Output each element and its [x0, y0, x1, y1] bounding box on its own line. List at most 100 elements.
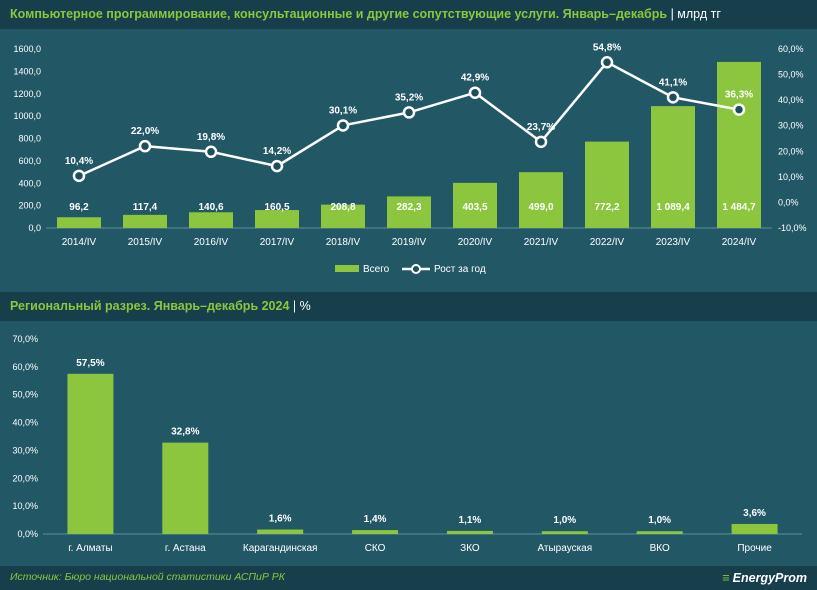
chart2-unit: % — [299, 299, 311, 313]
y-right-tick-label: 0,0% — [778, 197, 799, 207]
y-left-tick-label: 1400,0 — [13, 66, 41, 76]
legend-line-label: Рост за год — [434, 264, 486, 275]
total-bar-label: 1 484,7 — [722, 202, 756, 213]
growth-point-label: 19,8% — [197, 132, 225, 143]
total-bar-label: 160,5 — [264, 202, 289, 213]
x-category-label: 2017/IV — [260, 237, 295, 248]
y-left-tick-label: 1000,0 — [13, 111, 41, 121]
y-left-tick-label: 1600,0 — [13, 44, 41, 54]
chart1-title: Компьютерное программирование, консульта… — [10, 0, 721, 29]
growth-point-label: 30,1% — [329, 105, 357, 116]
footer: Источник: Бюро национальной статистики А… — [0, 566, 817, 590]
y-left-tick-label: 800,0 — [18, 134, 41, 144]
region-bar — [636, 531, 683, 534]
y-right-tick-label: 60,0% — [778, 44, 804, 54]
region-category-label: г. Астана — [165, 543, 206, 554]
growth-point — [600, 56, 614, 69]
total-bar-label: 140,6 — [198, 202, 223, 213]
growth-point — [402, 106, 416, 119]
total-bar — [57, 217, 101, 228]
source-note: Источник: Бюро национальной статистики А… — [10, 571, 285, 583]
region-category-label: ВКО — [650, 543, 670, 554]
growth-point-label: 10,4% — [65, 156, 93, 167]
y-tick-label: 50,0% — [12, 390, 38, 400]
total-bar — [651, 106, 695, 228]
region-category-label: ЗКО — [460, 543, 480, 554]
chart1-svg: 0,0 200,0 400,0 600,0 800,0 1000,0 1200,0 1400,… — [13, 42, 807, 275]
y-tick-label: 60,0% — [12, 362, 38, 372]
y-left-tick-label: 0,0 — [28, 223, 41, 233]
x-category-label: 2022/IV — [590, 237, 625, 248]
legend-bar-swatch — [335, 265, 359, 272]
growth-point-label: 23,7% — [527, 122, 555, 133]
y-right-tick-label: -10,0% — [778, 223, 807, 233]
growth-point-label: 14,2% — [263, 146, 291, 157]
chart1-title-text: Компьютерное программирование, консульта… — [10, 7, 668, 21]
logo: ≡ EnergyProm — [722, 568, 807, 588]
x-category-label: 2019/IV — [392, 237, 427, 248]
chart2-panel — [0, 321, 817, 566]
growth-point-label: 35,2% — [395, 92, 423, 103]
total-bar — [585, 141, 629, 228]
total-bar — [453, 182, 497, 228]
growth-point — [666, 91, 680, 104]
y-tick-label: 40,0% — [12, 418, 38, 428]
legend-bar-label: Всего — [363, 264, 390, 275]
region-bar — [541, 531, 588, 534]
y-tick-label: 20,0% — [12, 473, 38, 483]
logo-icon: ≡ — [722, 571, 730, 585]
total-bar-label: 1 089,4 — [656, 202, 690, 213]
region-bar-label: 1,6% — [269, 514, 292, 525]
chart2-title: Региональный разрез. Январь–декабрь 2024… — [10, 292, 311, 321]
total-bar-label: 403,5 — [462, 202, 487, 213]
total-bar — [717, 61, 761, 229]
growth-point-label: 42,9% — [461, 73, 489, 84]
chart2-svg: 0,0% 10,0% 20,0% 30,0% 40,0% 50,0% 60,0% 70,0% 5… — [12, 334, 802, 554]
x-category-label: 2014/IV — [62, 237, 97, 248]
x-category-label: 2020/IV — [458, 237, 493, 248]
region-bar-label: 1,4% — [364, 514, 387, 525]
growth-point-label: 54,8% — [593, 42, 621, 53]
growth-point — [468, 86, 482, 99]
total-bar — [321, 204, 365, 228]
y-right-tick-label: 30,0% — [778, 121, 804, 131]
y-tick-label: 0,0% — [17, 529, 38, 539]
chart2-title-sep: | — [289, 299, 300, 313]
region-bar-label: 1,1% — [459, 515, 482, 526]
total-bar-label: 282,3 — [396, 202, 421, 213]
y-tick-label: 70,0% — [12, 334, 38, 344]
region-category-label: Прочие — [737, 543, 772, 554]
growth-line — [78, 60, 740, 177]
region-bar-label: 57,5% — [76, 358, 104, 369]
growth-point — [138, 139, 152, 153]
y-left-tick-label: 600,0 — [18, 156, 41, 166]
growth-point — [72, 169, 86, 183]
total-bar-label: 499,0 — [528, 202, 553, 213]
total-bar — [387, 196, 431, 228]
region-bar — [731, 523, 778, 534]
chart1-title-sep: | — [667, 7, 678, 21]
x-category-label: 2015/IV — [128, 237, 163, 248]
total-bar — [189, 212, 233, 228]
region-bar-label: 3,6% — [743, 508, 766, 519]
growth-point-label: 41,1% — [659, 77, 687, 88]
x-category-label: 2021/IV — [524, 237, 559, 248]
region-bar-label: 32,8% — [171, 427, 199, 438]
chart1-unit: млрд тг — [677, 7, 721, 21]
growth-point-label: 22,0% — [131, 126, 159, 137]
x-category-label: 2016/IV — [194, 237, 229, 248]
total-bar-label: 772,2 — [594, 202, 619, 213]
y-left-tick-label: 1200,0 — [13, 89, 41, 99]
region-bar-label: 1,0% — [553, 515, 576, 526]
y-tick-label: 30,0% — [12, 445, 38, 455]
y-right-tick-label: 50,0% — [778, 70, 804, 80]
growth-point — [336, 119, 350, 132]
total-bar-label: 117,4 — [133, 202, 158, 213]
y-right-tick-label: 20,0% — [778, 146, 804, 156]
region-category-label: Карагандинская — [243, 543, 318, 554]
x-category-label: 2023/IV — [656, 237, 691, 248]
region-bar — [162, 442, 209, 534]
total-bar-label: 208,8 — [330, 202, 355, 213]
total-bar-label: 96,2 — [69, 202, 89, 213]
y-left-tick-label: 200,0 — [18, 201, 41, 211]
